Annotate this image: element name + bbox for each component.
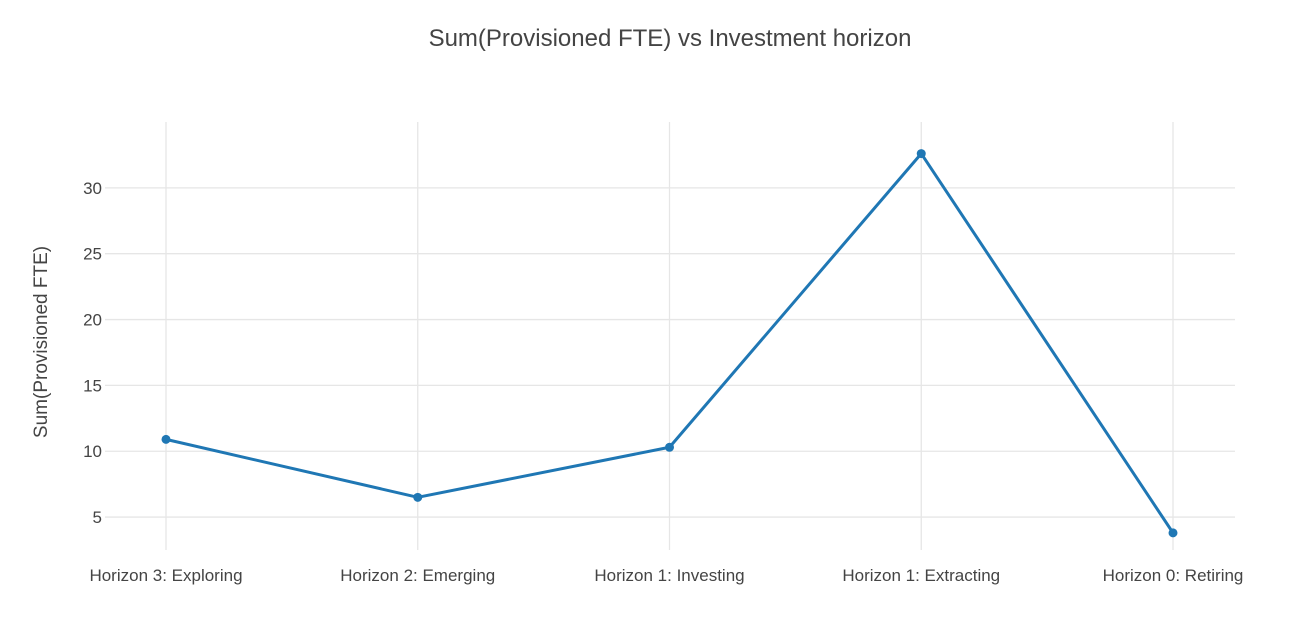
data-point (665, 442, 674, 452)
x-tick-labels: Horizon 3: Exploring Horizon 2: Emerging H… (89, 566, 1243, 585)
x-tick-label: Horizon 3: Exploring (89, 566, 242, 585)
series-layer (161, 149, 1178, 538)
x-gridlines (165, 122, 1174, 550)
data-point (413, 492, 423, 502)
y-axis-label: Sum(Provisioned FTE) (31, 246, 52, 438)
x-tick-label: Horizon 1: Extracting (842, 566, 1000, 585)
y-tick-label: 5 (93, 508, 102, 527)
data-point (161, 434, 171, 444)
y-tick-label: 15 (83, 376, 102, 395)
y-tick-label: 20 (83, 311, 102, 330)
x-tick-label: Horizon 0: Retiring (1103, 566, 1244, 585)
y-tick-label: 30 (83, 179, 102, 198)
chart-title: Sum(Provisioned FTE) vs Investment horiz… (429, 25, 912, 52)
data-point (1168, 528, 1178, 538)
x-tick-label: Horizon 1: Investing (594, 566, 744, 585)
x-tick-label: Horizon 2: Emerging (340, 566, 495, 585)
y-tick-label: 10 (83, 442, 102, 461)
y-tick-labels: 5 10 15 20 25 30 (83, 179, 102, 527)
data-point (916, 149, 926, 159)
y-tick-label: 25 (83, 245, 102, 264)
